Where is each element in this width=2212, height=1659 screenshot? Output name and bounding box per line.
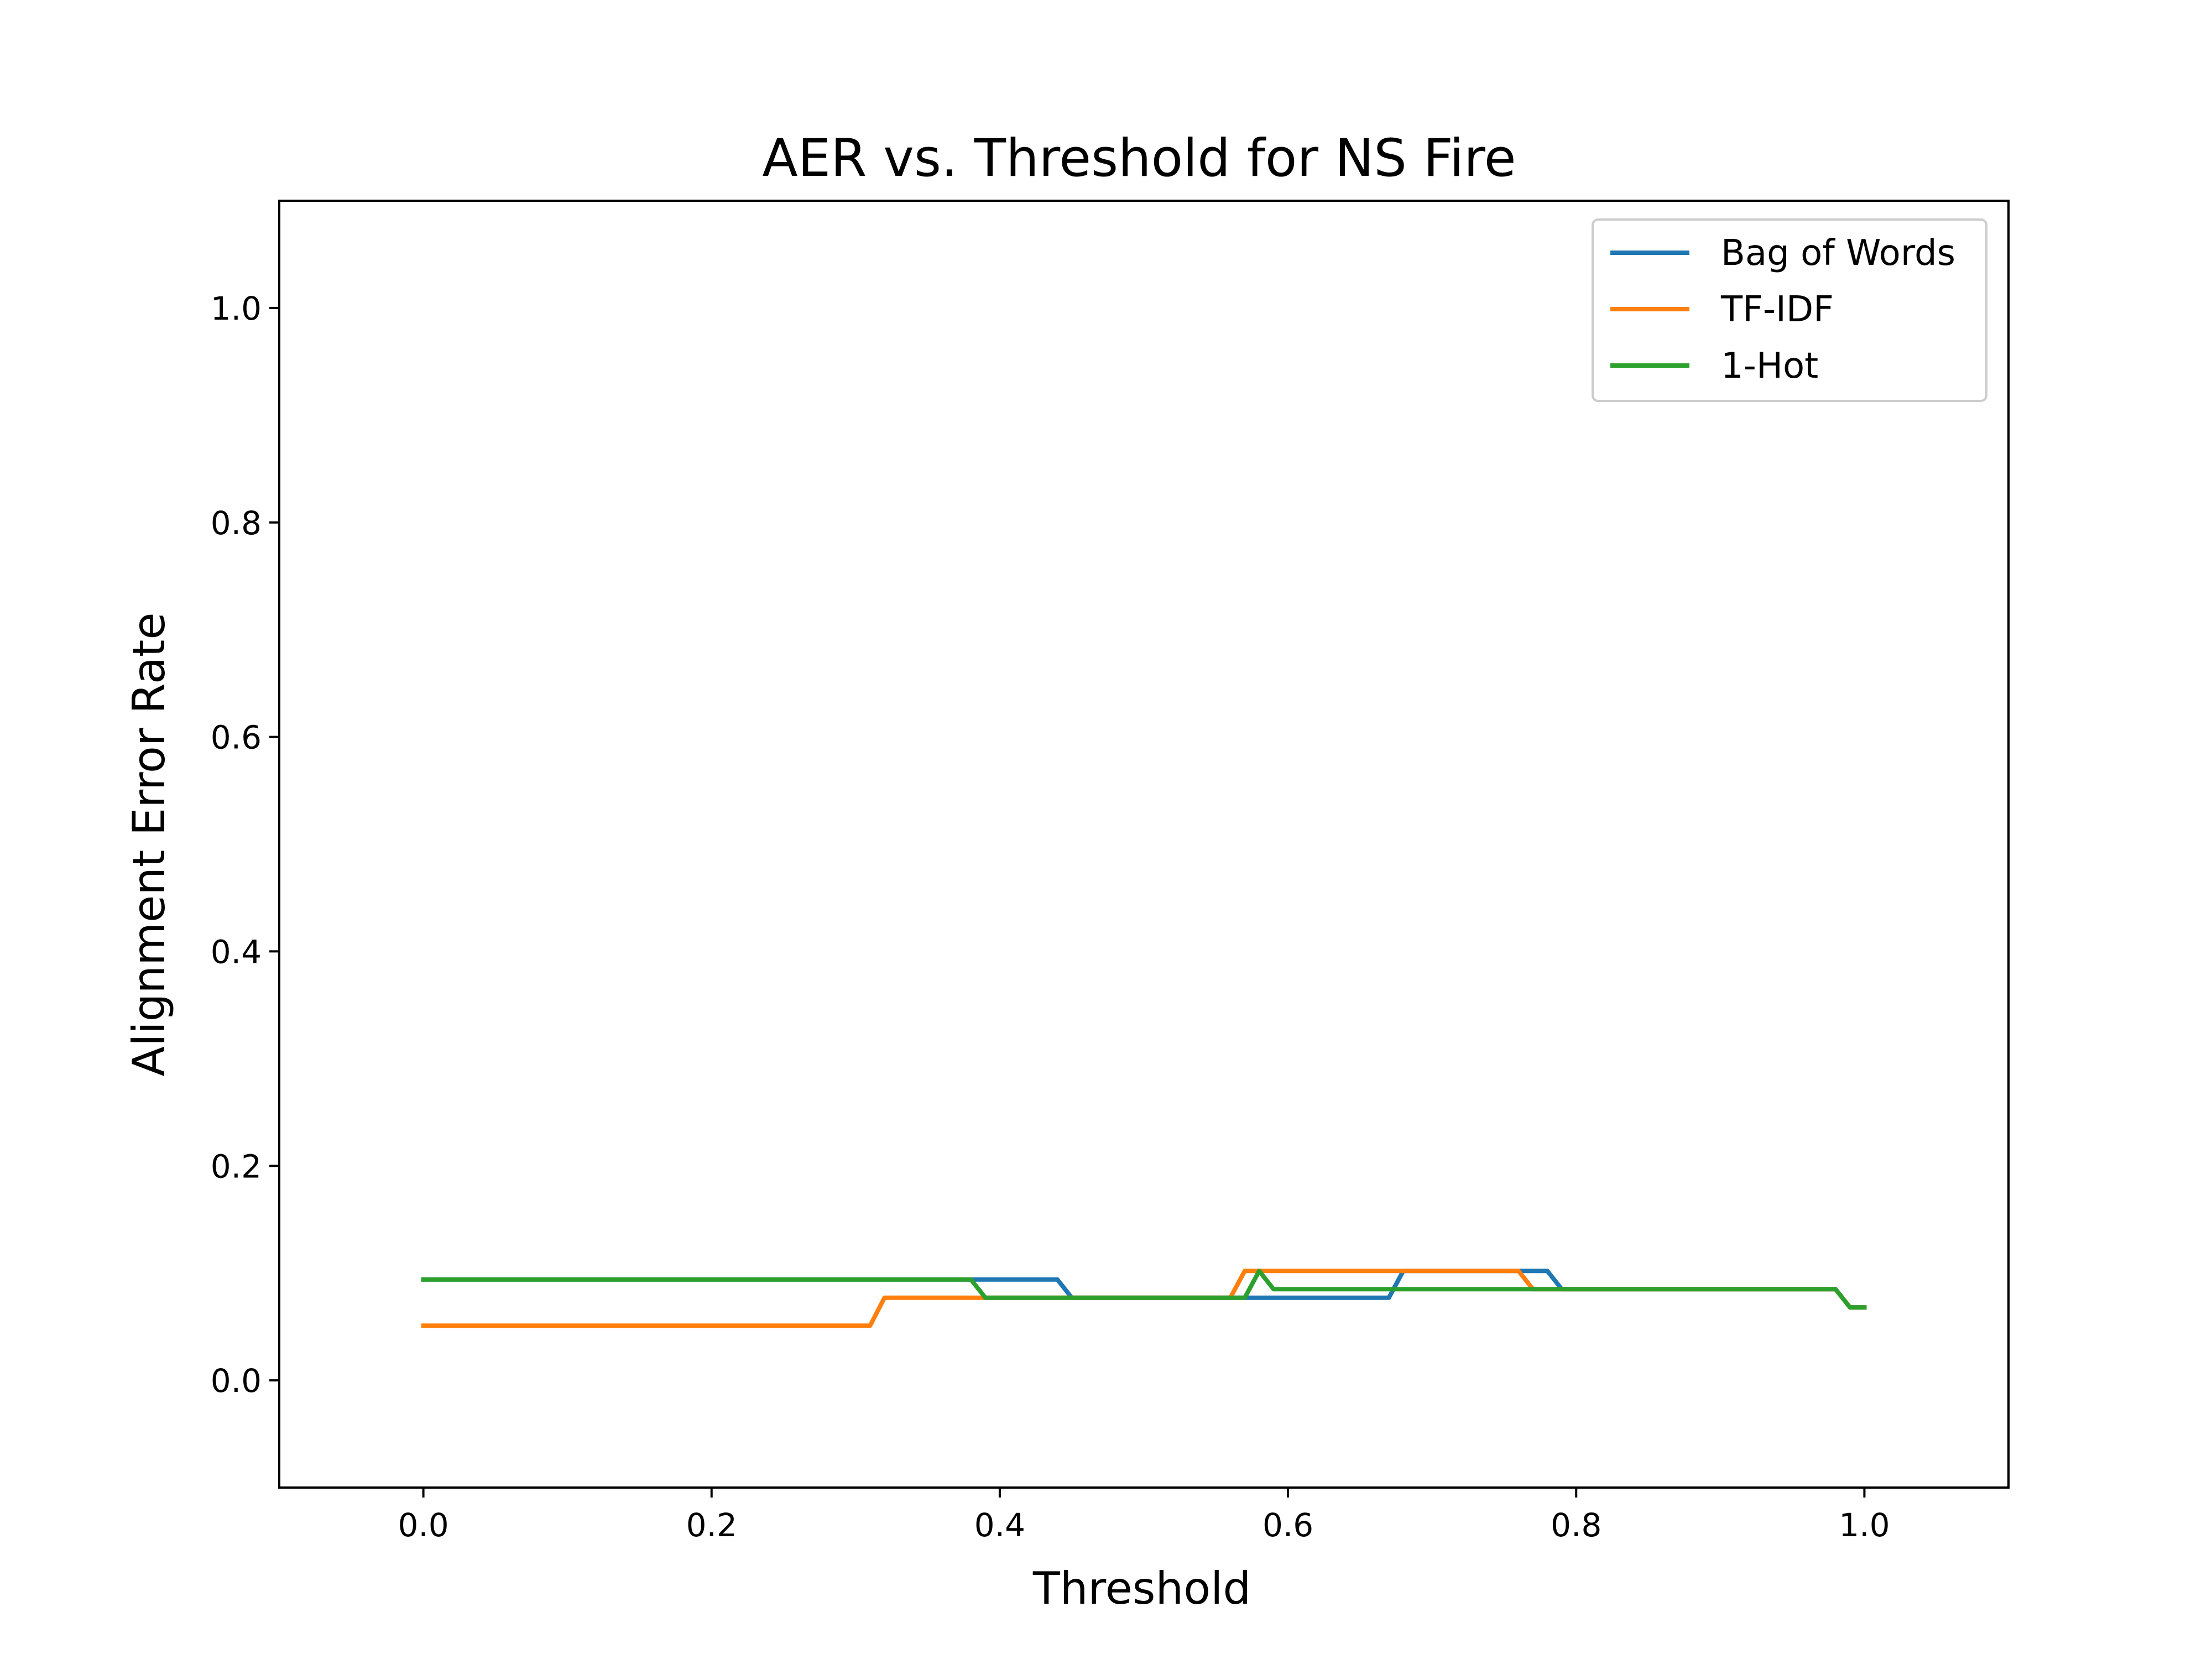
- x-axis-label: Threshold: [1032, 1563, 1251, 1614]
- y-tick-label: 1.0: [211, 290, 262, 327]
- y-axis-label: Alignment Error Rate: [123, 612, 175, 1076]
- x-tick-label: 0.0: [398, 1506, 448, 1544]
- plot-frame: [278, 200, 2010, 1489]
- legend-frame: [1592, 218, 1987, 402]
- y-tick-label: 0.2: [211, 1147, 262, 1185]
- legend: Bag of Words TF-IDF 1-Hot: [1592, 218, 1987, 402]
- chart-title: AER vs. Threshold for NS Fire: [762, 128, 1516, 189]
- y-tick-label: 0.0: [211, 1362, 262, 1400]
- y-axis: 0.0 0.2 0.4 0.6 0.8 1.0: [211, 290, 279, 1400]
- series-layer: [421, 1269, 1867, 1328]
- x-axis: 0.0 0.2 0.4 0.6 0.8 1.0: [398, 1488, 1890, 1544]
- y-tick-label: 0.6: [211, 719, 262, 757]
- legend-label: TF-IDF: [1720, 289, 1834, 330]
- x-tick-label: 0.2: [686, 1506, 737, 1544]
- legend-label: 1-Hot: [1721, 346, 1818, 387]
- x-tick-label: 0.6: [1262, 1506, 1313, 1544]
- x-tick-label: 0.8: [1551, 1506, 1601, 1544]
- y-tick-label: 0.4: [211, 933, 262, 971]
- legend-label: Bag of Words: [1721, 233, 1955, 274]
- series-line-3: [421, 1269, 1867, 1310]
- x-tick-label: 1.0: [1839, 1506, 1890, 1544]
- x-tick-label: 0.4: [974, 1506, 1025, 1544]
- y-tick-label: 0.8: [211, 504, 262, 542]
